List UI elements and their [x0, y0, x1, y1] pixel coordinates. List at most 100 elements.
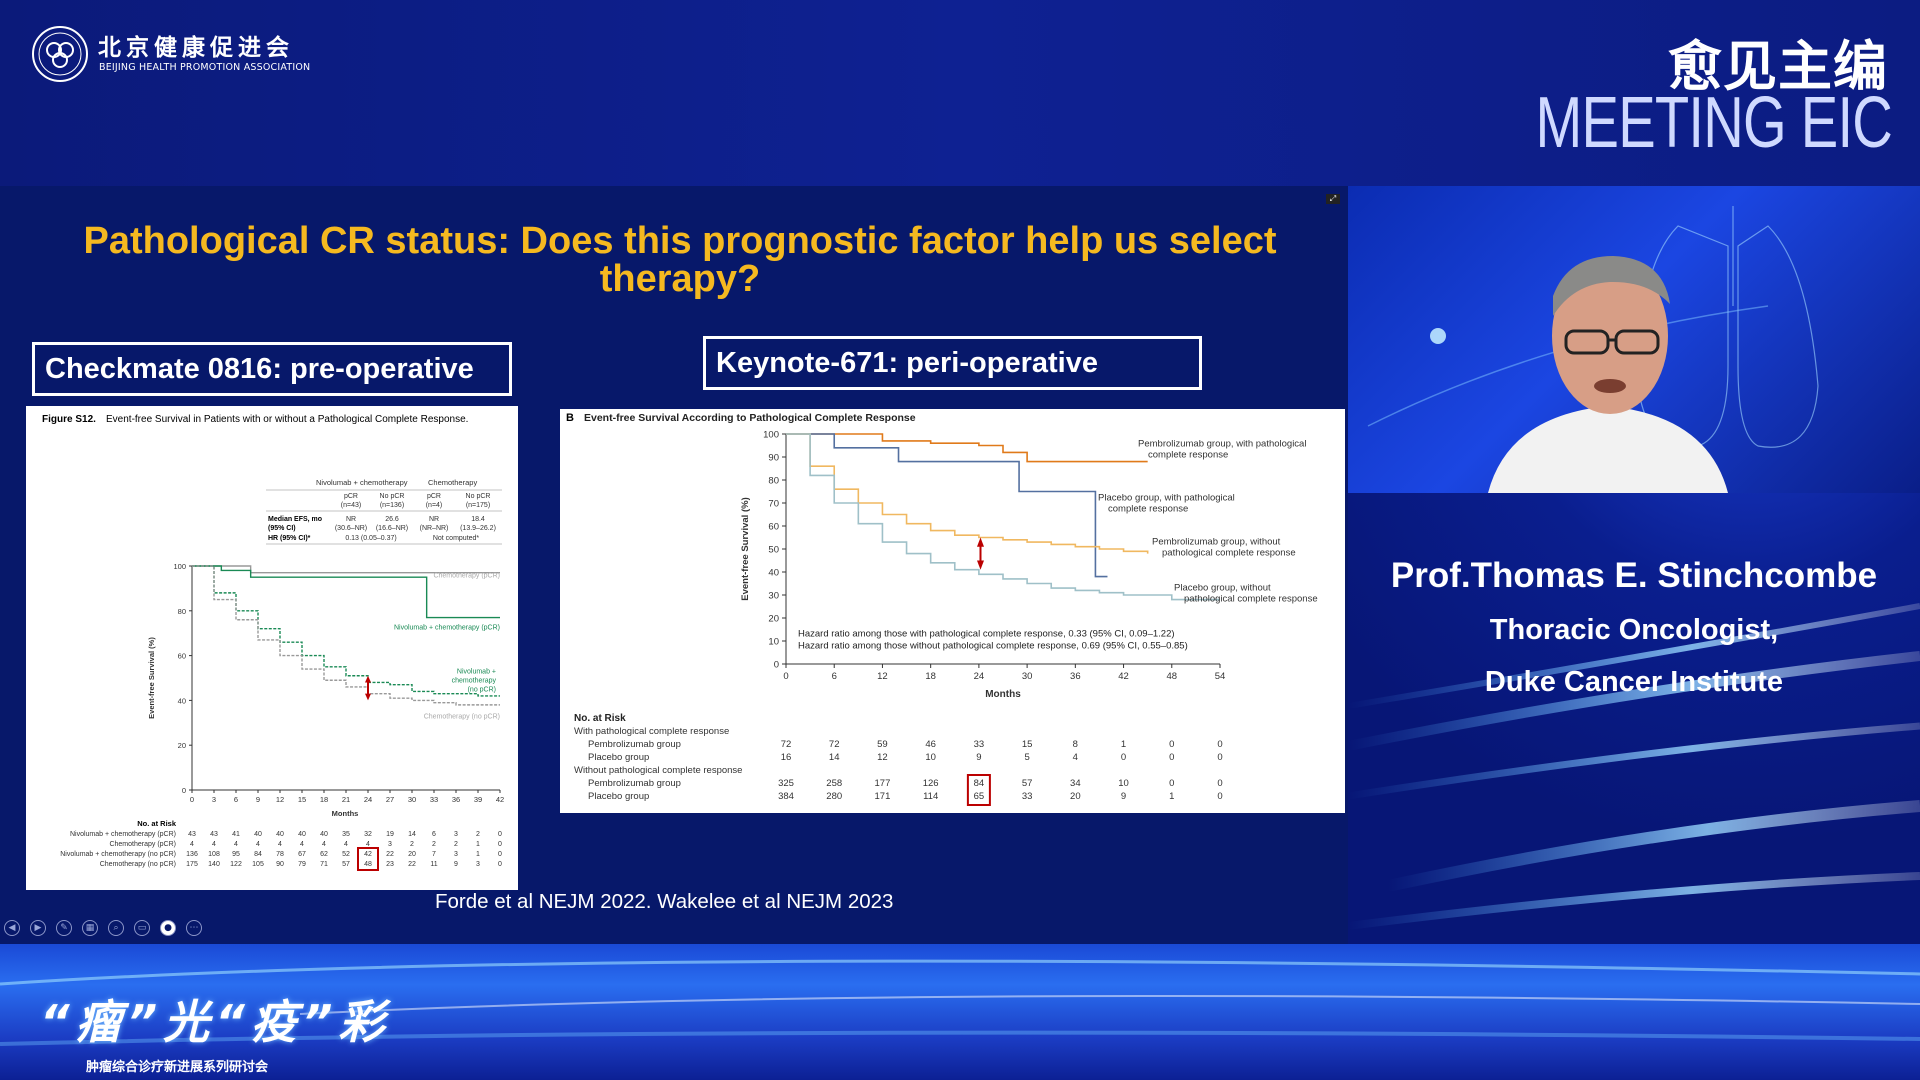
series-line	[786, 433, 1108, 578]
checkmate-study-label: Checkmate 0816: pre-operative	[32, 342, 512, 396]
association-name-cn: 北京健康促进会	[98, 35, 294, 61]
risk-cell: 48	[364, 861, 372, 868]
risk-cell: 108	[208, 851, 220, 858]
x-tick-label: 54	[1215, 671, 1226, 682]
risk-cell: 258	[826, 778, 842, 789]
association-name-en: BEIJING HEALTH PROMOTION ASSOCIATION	[99, 62, 311, 73]
series-label: Placebo group, with pathological	[1098, 493, 1235, 504]
previous-slide-icon[interactable]: ◀	[4, 920, 20, 936]
risk-cell: 46	[925, 739, 936, 750]
series-logo: “瘤”光“疫”彩	[40, 995, 391, 1049]
risk-cell: 79	[298, 861, 306, 868]
summary-table: Nivolumab + chemotherapy Chemotherapy pCR (…	[266, 478, 502, 545]
series-label: Nivolumab +	[457, 669, 496, 676]
series-line	[786, 433, 1148, 463]
risk-cell: 4	[300, 841, 304, 848]
slides-icon[interactable]: ▦	[82, 920, 98, 936]
risk-cell: 10	[925, 752, 936, 763]
risk-cell: 57	[1022, 778, 1033, 789]
top-banner: 北京健康促进会 BEIJING HEALTH PROMOTION ASSOCIA…	[0, 0, 1920, 186]
risk-cell: 33	[1022, 791, 1033, 802]
next-slide-icon[interactable]: ▶	[30, 920, 46, 936]
x-tick-label: 42	[1118, 671, 1129, 682]
risk-cell: 7	[432, 851, 436, 858]
y-tick-label: 30	[768, 591, 779, 602]
table-column-n: (n=175)	[466, 502, 490, 509]
risk-row-label: Placebo group	[588, 791, 649, 802]
y-tick-label: 10	[768, 637, 779, 648]
risk-cell: 43	[188, 831, 196, 838]
series-line	[192, 565, 500, 619]
banner-waves-decoration	[0, 959, 1920, 1046]
subtitle-icon[interactable]: ▭	[134, 920, 150, 936]
table-cell: 18.4	[471, 516, 485, 523]
risk-cell: 42	[364, 851, 372, 858]
y-tick-label: 60	[768, 522, 779, 533]
table-column-header: No pCR	[466, 493, 491, 500]
series-line	[786, 433, 1149, 554]
risk-cell: 4	[344, 841, 348, 848]
x-tick-label: 27	[386, 795, 394, 804]
association-logo-icon	[32, 26, 88, 82]
risk-cell: 20	[1070, 791, 1081, 802]
arrow-head	[976, 537, 984, 547]
expand-icon[interactable]: ⤢	[1326, 194, 1340, 204]
risk-cell: 1	[1169, 791, 1174, 802]
risk-cell: 3	[388, 841, 392, 848]
risk-cell: 177	[875, 778, 891, 789]
pen-icon[interactable]: ✎	[56, 920, 72, 936]
y-tick-label: 60	[178, 652, 186, 661]
risk-row-label: Pembrolizumab group	[588, 778, 681, 789]
keynote-efs-chart: B Event-free Survival According to Patho…	[566, 412, 1318, 806]
risk-cell: 0	[498, 831, 502, 838]
risk-cell: 40	[320, 831, 328, 838]
series-label: complete response	[1108, 504, 1188, 515]
risk-cell: 325	[778, 778, 794, 789]
risk-cell: 4	[1073, 752, 1078, 763]
risk-cell: 52	[342, 851, 350, 858]
series-label: pathological complete response	[1184, 593, 1318, 604]
risk-cell: 41	[232, 831, 240, 838]
x-tick-label: 30	[408, 795, 416, 804]
camera-icon[interactable]: ●	[160, 920, 176, 936]
y-tick-label: 0	[182, 786, 186, 795]
risk-cell: 1	[1121, 739, 1126, 750]
risk-cell: 0	[1169, 752, 1174, 763]
x-tick-label: 0	[190, 795, 194, 804]
risk-cell: 4	[212, 841, 216, 848]
x-tick-label: 36	[1070, 671, 1081, 682]
table-row-label: Median EFS, mo	[268, 516, 322, 523]
risk-cell: 122	[230, 861, 242, 868]
series-line	[786, 433, 1220, 601]
x-tick-label: 33	[430, 795, 438, 804]
more-options-icon[interactable]: ⋯	[186, 920, 202, 936]
table-cell: (NR–NR)	[420, 525, 449, 532]
table-column-header: pCR	[427, 493, 441, 500]
arrow-head	[976, 560, 984, 570]
risk-cell: 280	[826, 791, 842, 802]
hazard-ratio-annotation: Hazard ratio among those with pathologic…	[798, 628, 1175, 639]
series-label: chemotherapy	[452, 678, 497, 685]
risk-cell: 12	[877, 752, 888, 763]
series-label: Chemotherapy (pCR)	[433, 573, 500, 580]
plot-area: 0 3 6 9 12 15 18 21 24 27 30 33 36 39 42020406080100Mo…	[147, 562, 504, 818]
risk-cell: 9	[454, 861, 458, 868]
risk-cell: 59	[877, 739, 888, 750]
zoom-icon[interactable]: ⌕	[108, 920, 124, 936]
table-cell: NR	[346, 516, 356, 523]
risk-cell: 105	[252, 861, 264, 868]
speaker-video-illustration	[1367, 206, 1819, 493]
chart-title: Event-free Survival According to Patholo…	[584, 412, 916, 424]
risk-cell: 9	[976, 752, 981, 763]
x-tick-label: 24	[364, 795, 372, 804]
risk-cell: 8	[1073, 739, 1078, 750]
risk-table: No. at Risk With pathological complete re…	[574, 713, 1223, 806]
risk-cell: 126	[923, 778, 939, 789]
risk-cell: 2	[410, 841, 414, 848]
x-axis-label: Months	[332, 809, 359, 818]
table-cell: (16.6–NR)	[376, 525, 408, 532]
table-group-label: Nivolumab + chemotherapy	[316, 478, 408, 487]
risk-cell: 19	[386, 831, 394, 838]
risk-cell: 33	[974, 739, 985, 750]
risk-row-label: Chemotherapy (pCR)	[109, 841, 176, 848]
